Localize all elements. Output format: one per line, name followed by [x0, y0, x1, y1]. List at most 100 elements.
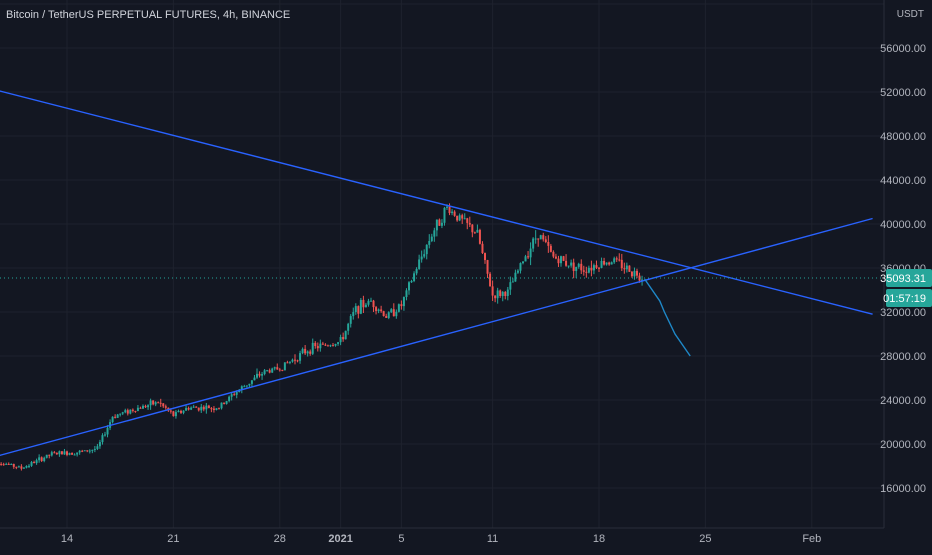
- candle-body: [486, 260, 489, 274]
- candle-body: [489, 273, 492, 287]
- candle-body: [397, 304, 400, 312]
- candle-body: [286, 362, 289, 364]
- candle-body: [202, 406, 205, 410]
- candle-body: [30, 462, 33, 466]
- candle-body: [114, 416, 117, 418]
- time-axis: 14 21 28 2021 5 11 18 25 Feb: [0, 527, 932, 550]
- candle-body: [60, 451, 63, 455]
- candle-body: [15, 466, 18, 468]
- candle-body: [321, 343, 324, 345]
- candle-body: [636, 270, 638, 276]
- currency-label: USDT: [897, 9, 924, 20]
- candle-body: [491, 286, 494, 296]
- candle-body: [405, 290, 408, 298]
- candle-body: [63, 451, 66, 455]
- candle-body: [43, 457, 46, 462]
- candle-body: [38, 457, 41, 461]
- time-tick-label: 2021: [328, 533, 352, 545]
- candle-body: [603, 260, 606, 265]
- candle-body: [499, 290, 502, 296]
- candle-body: [539, 235, 542, 240]
- candle-body: [382, 311, 385, 317]
- candle-body: [124, 410, 127, 413]
- candle-body: [415, 268, 418, 274]
- candle-body: [514, 272, 517, 282]
- candle-body: [592, 265, 595, 271]
- candle-body: [524, 256, 527, 262]
- symbol-title: Bitcoin / TetherUS PERPETUAL FUTURES, 4h…: [6, 9, 290, 21]
- candle-body: [0, 463, 3, 465]
- time-tick-label: Feb: [802, 533, 821, 545]
- resistance-trendline[interactable]: [0, 81, 873, 315]
- candle-body: [40, 457, 43, 462]
- projection-drawing[interactable]: [644, 278, 691, 357]
- candle-body: [359, 299, 362, 314]
- candle-body: [600, 260, 603, 268]
- candle-body: [245, 385, 248, 387]
- candle-body: [190, 407, 193, 410]
- candle-body: [395, 311, 398, 317]
- last-price-badge: [886, 268, 932, 287]
- candle-body: [256, 373, 258, 378]
- candle-body: [638, 275, 641, 281]
- candle-body: [438, 219, 441, 226]
- candle-body: [519, 263, 522, 271]
- candle-body: [278, 369, 281, 371]
- candle-body: [33, 462, 36, 464]
- candle-body: [506, 289, 509, 296]
- candle-body: [68, 452, 71, 455]
- candle-body: [349, 316, 352, 324]
- candle-body: [608, 262, 611, 265]
- candle-body: [185, 408, 188, 411]
- candle-body: [613, 258, 616, 263]
- candle-body: [243, 386, 246, 388]
- candle-body: [218, 408, 220, 410]
- candle-body: [390, 309, 393, 313]
- candle-body: [590, 267, 593, 271]
- candle-body: [529, 248, 532, 258]
- price-tick-label: 28000.00: [880, 351, 926, 363]
- candle-body: [610, 262, 613, 265]
- candle-body: [271, 368, 274, 373]
- countdown-badge: [886, 288, 932, 307]
- candle-body: [106, 427, 109, 435]
- price-tick-label: 24000.00: [880, 395, 926, 407]
- price-tick-label: 20000.00: [880, 439, 926, 451]
- candle-body: [380, 309, 383, 312]
- candle-body: [172, 411, 175, 417]
- price-tick-label: 56000.00: [880, 43, 926, 55]
- time-tick-label: 11: [487, 533, 498, 545]
- candle-body: [400, 304, 403, 307]
- candle-body: [377, 309, 380, 311]
- candle-body: [473, 232, 476, 234]
- candle-body: [159, 402, 162, 404]
- candle-body: [542, 235, 545, 240]
- candle-body: [625, 265, 628, 270]
- candle-body: [91, 449, 94, 451]
- candle-body: [329, 345, 332, 347]
- candle-body: [549, 245, 552, 252]
- candle-body: [570, 262, 573, 266]
- candle-body: [134, 410, 137, 412]
- candle-body: [375, 307, 378, 311]
- candle-body: [182, 410, 185, 413]
- candle-body: [200, 406, 203, 411]
- candle-body: [142, 405, 144, 409]
- candle-body: [197, 407, 200, 411]
- candle-body: [628, 265, 631, 272]
- candle-body: [367, 300, 370, 305]
- candle-body: [273, 367, 276, 369]
- candle-body: [157, 402, 160, 404]
- candle-body: [433, 230, 436, 237]
- candle-body: [93, 448, 96, 450]
- support-trendline[interactable]: [0, 217, 873, 467]
- candle-body: [187, 408, 190, 410]
- candle-body: [268, 370, 271, 373]
- candle-body: [126, 410, 129, 414]
- price-axis: 56000.00 52000.00 48000.00 44000.00 40000.00…: [880, 0, 932, 550]
- candle-body: [48, 454, 51, 456]
- candle-body: [364, 304, 367, 308]
